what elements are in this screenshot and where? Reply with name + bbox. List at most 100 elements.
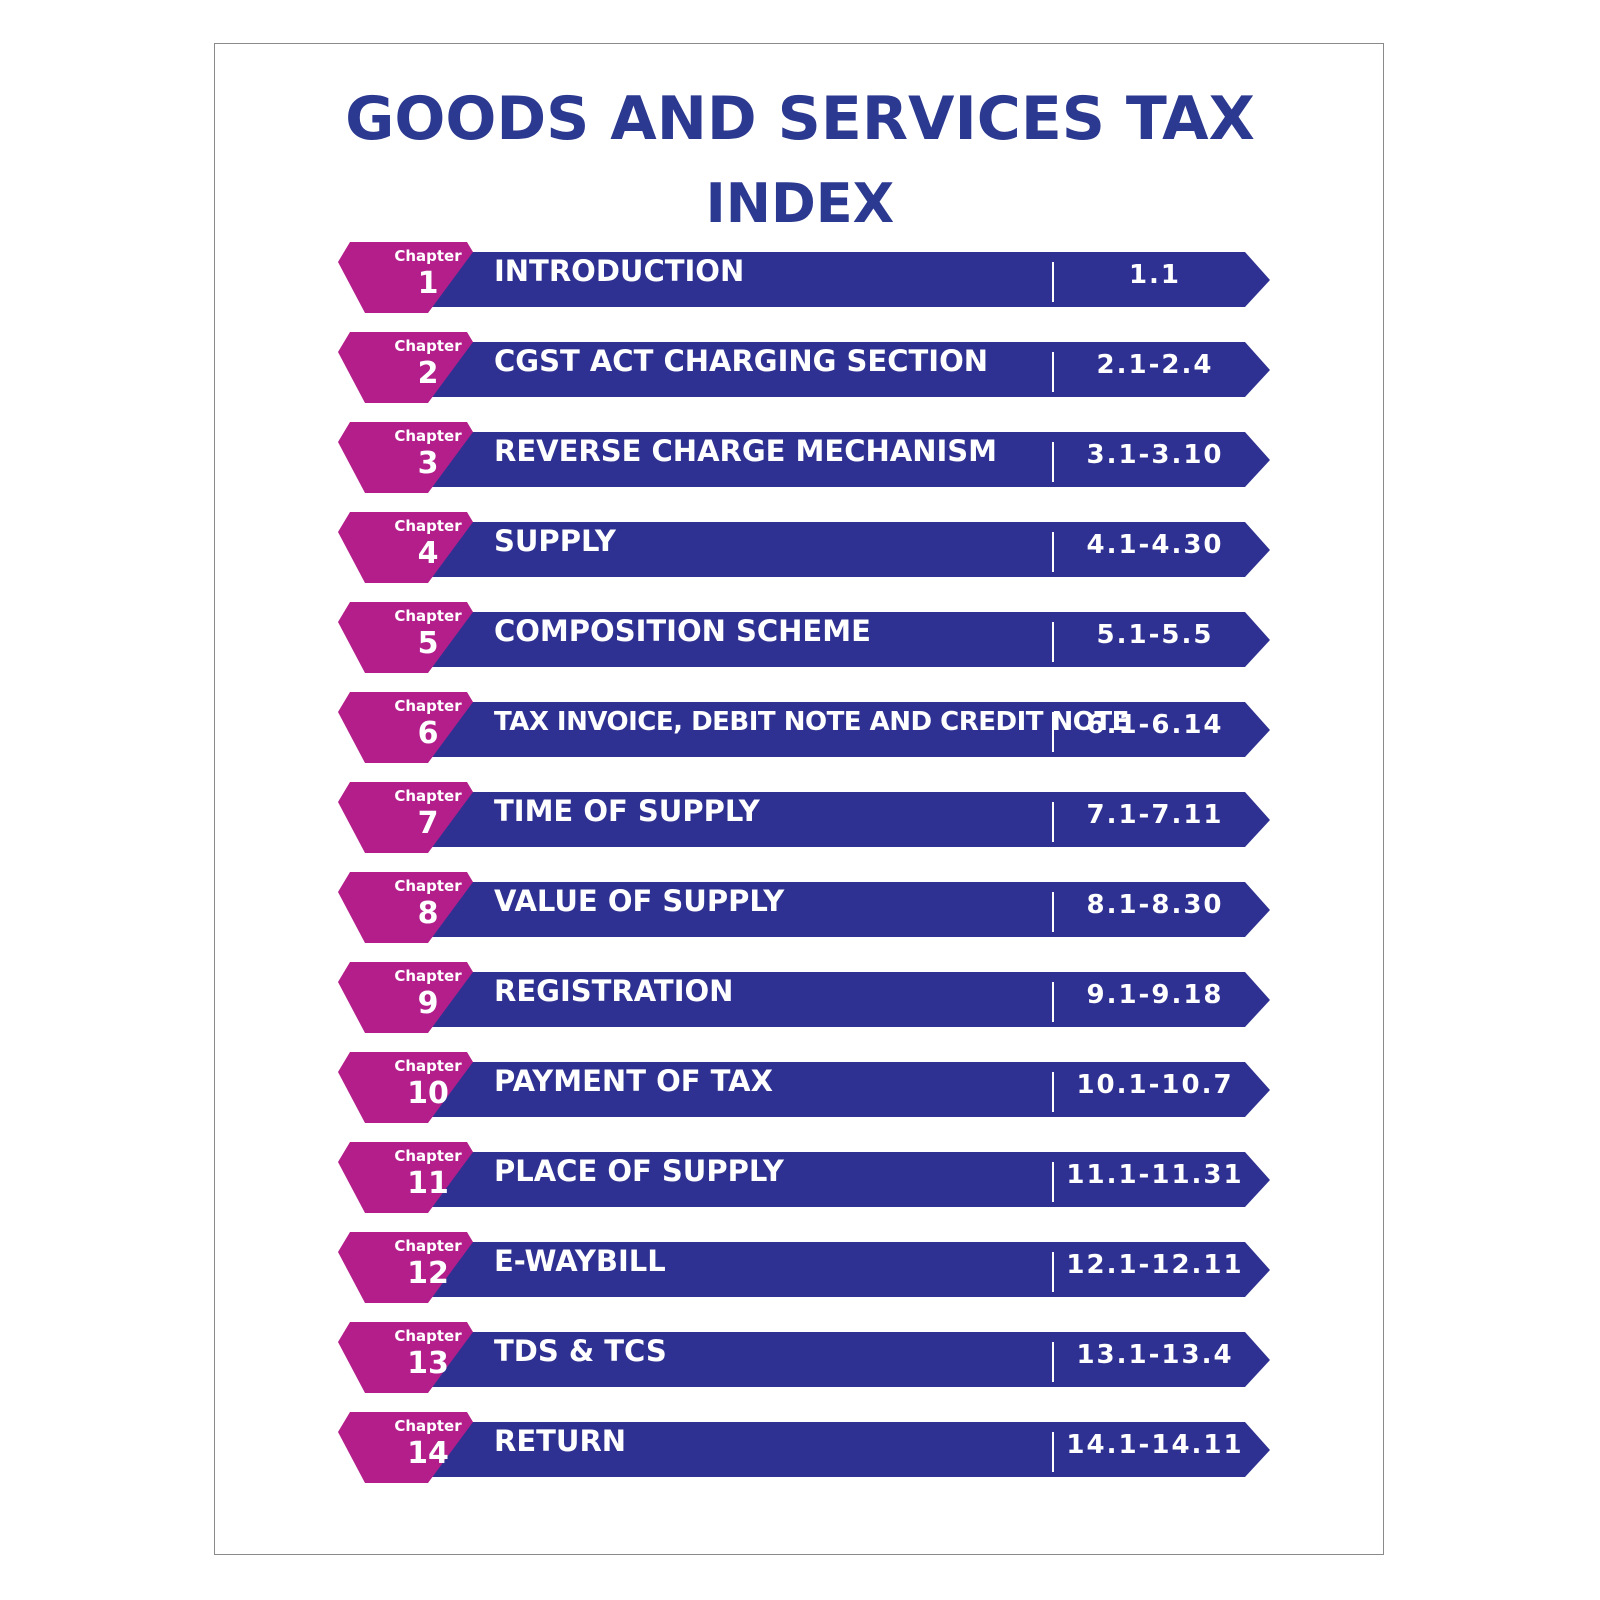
- index-row[interactable]: Chapter 8 VALUE OF SUPPLY 8.1-8.30: [330, 872, 1290, 948]
- chapter-number: 1: [417, 266, 439, 301]
- chapter-title: E-WAYBILL: [494, 1244, 666, 1278]
- title-bar: [422, 1242, 1270, 1297]
- page-range: 5.1-5.5: [1096, 620, 1214, 650]
- page-range: 6.1-6.14: [1086, 710, 1224, 740]
- row-shape: [338, 1142, 1270, 1213]
- chapter-word: Chapter: [394, 1417, 462, 1435]
- chapter-word: Chapter: [394, 877, 462, 895]
- chapter-number: 5: [417, 626, 439, 661]
- chapter-title: INTRODUCTION: [494, 254, 745, 288]
- divider: [1052, 622, 1054, 662]
- title-bar: [422, 1422, 1270, 1477]
- chapter-title: PLACE OF SUPPLY: [494, 1154, 784, 1188]
- index-row[interactable]: Chapter 12 E-WAYBILL 12.1-12.11: [330, 1232, 1290, 1308]
- divider: [1052, 442, 1054, 482]
- chapter-word: Chapter: [394, 607, 462, 625]
- chapter-number: 7: [417, 806, 439, 841]
- chapter-word: Chapter: [394, 337, 462, 355]
- page-range: 10.1-10.7: [1076, 1070, 1234, 1100]
- chapter-number: 2: [417, 356, 439, 391]
- chapter-title: COMPOSITION SCHEME: [494, 614, 871, 648]
- page-range: 4.1-4.30: [1086, 530, 1224, 560]
- index-row[interactable]: Chapter 7 TIME OF SUPPLY 7.1-7.11: [330, 782, 1290, 858]
- chapter-tab: [338, 422, 473, 493]
- chapter-number: 8: [417, 896, 439, 931]
- title-bar: [422, 612, 1270, 667]
- chapter-tab: [338, 692, 473, 763]
- title-bar: [422, 792, 1270, 847]
- divider: [1052, 1342, 1054, 1382]
- row-shape: [338, 692, 1270, 763]
- chapter-word: Chapter: [394, 1327, 462, 1345]
- index-row[interactable]: Chapter 10 PAYMENT OF TAX 10.1-10.7: [330, 1052, 1290, 1128]
- chapter-title: TIME OF SUPPLY: [494, 794, 760, 828]
- index-row[interactable]: Chapter 4 SUPPLY 4.1-4.30: [330, 512, 1290, 588]
- page-range: 14.1-14.11: [1066, 1430, 1244, 1460]
- row-shape: [338, 1232, 1270, 1303]
- page-border: [214, 43, 1384, 1555]
- chapter-word: Chapter: [394, 1147, 462, 1165]
- index-row[interactable]: Chapter 1 INTRODUCTION 1.1: [330, 242, 1290, 318]
- index-row[interactable]: Chapter 6 TAX INVOICE, DEBIT NOTE AND CRED…: [330, 692, 1290, 768]
- chapter-number: 13: [407, 1346, 449, 1381]
- chapter-tab: [338, 782, 473, 853]
- divider: [1052, 802, 1054, 842]
- chapter-word: Chapter: [394, 427, 462, 445]
- row-shape: [338, 782, 1270, 853]
- chapter-number: 6: [417, 716, 439, 751]
- divider: [1052, 1162, 1054, 1202]
- divider: [1052, 892, 1054, 932]
- row-shape: [338, 1322, 1270, 1393]
- chapter-tab: [338, 1142, 473, 1213]
- index-row[interactable]: Chapter 9 REGISTRATION 9.1-9.18: [330, 962, 1290, 1038]
- chapter-tab: [338, 332, 473, 403]
- chapter-tab: [338, 1232, 473, 1303]
- divider: [1052, 1072, 1054, 1112]
- divider: [1052, 532, 1054, 572]
- chapter-tab: [338, 1412, 473, 1483]
- row-shape: [338, 872, 1270, 943]
- chapter-tab: [338, 1322, 473, 1393]
- chapter-tab: [338, 512, 473, 583]
- title-bar: [422, 702, 1270, 757]
- index-row[interactable]: Chapter 14 RETURN 14.1-14.11: [330, 1412, 1290, 1488]
- page-range: 8.1-8.30: [1086, 890, 1224, 920]
- row-shape: [338, 1052, 1270, 1123]
- title-bar: [422, 882, 1270, 937]
- index-row[interactable]: Chapter 3 REVERSE CHARGE MECHANISM 3.1-3.10: [330, 422, 1290, 498]
- index-row[interactable]: Chapter 13 TDS & TCS 13.1-13.4: [330, 1322, 1290, 1398]
- row-shape: [338, 962, 1270, 1033]
- title-bar: [422, 1332, 1270, 1387]
- row-shape: [338, 602, 1270, 673]
- title-bar: [422, 522, 1270, 577]
- chapter-number: 14: [407, 1436, 449, 1471]
- title-bar: [422, 432, 1270, 487]
- page-range: 13.1-13.4: [1076, 1340, 1234, 1370]
- page-range: 11.1-11.31: [1066, 1160, 1244, 1190]
- title-bar: [422, 1062, 1270, 1117]
- divider: [1052, 1432, 1054, 1472]
- page-range: 12.1-12.11: [1066, 1250, 1244, 1280]
- chapter-title: REVERSE CHARGE MECHANISM: [494, 434, 998, 468]
- row-shape: [338, 512, 1270, 583]
- chapter-title: CGST ACT CHARGING SECTION: [494, 344, 989, 378]
- title-bar: [422, 342, 1270, 397]
- chapter-tab: [338, 1052, 473, 1123]
- divider: [1052, 352, 1054, 392]
- page-title: GOODS AND SERVICES TAX: [345, 84, 1255, 154]
- chapter-word: Chapter: [394, 1057, 462, 1075]
- chapter-title: VALUE OF SUPPLY: [494, 884, 785, 918]
- chapter-number: 12: [407, 1256, 449, 1291]
- index-row[interactable]: Chapter 5 COMPOSITION SCHEME 5.1-5.5: [330, 602, 1290, 678]
- chapter-title: TAX INVOICE, DEBIT NOTE AND CREDIT NOTE: [494, 707, 1129, 737]
- chapter-word: Chapter: [394, 697, 462, 715]
- chapter-number: 3: [417, 446, 439, 481]
- chapter-word: Chapter: [394, 1237, 462, 1255]
- row-shape: [338, 422, 1270, 493]
- chapter-word: Chapter: [394, 247, 462, 265]
- chapter-title: SUPPLY: [494, 524, 616, 558]
- index-row[interactable]: Chapter 2 CGST ACT CHARGING SECTION 2.1-2.4: [330, 332, 1290, 408]
- divider: [1052, 982, 1054, 1022]
- chapter-number: 11: [407, 1166, 449, 1201]
- index-row[interactable]: Chapter 11 PLACE OF SUPPLY 11.1-11.31: [330, 1142, 1290, 1218]
